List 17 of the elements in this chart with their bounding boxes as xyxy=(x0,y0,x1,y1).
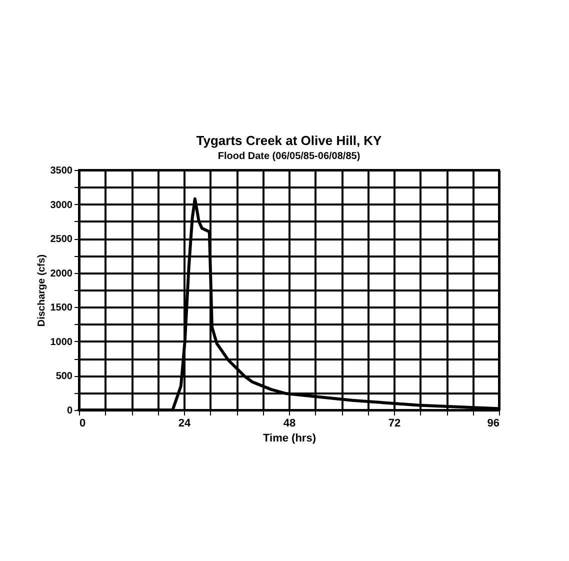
y-tick-label: 2500 xyxy=(50,234,73,246)
y-tick-label: 3500 xyxy=(50,166,73,176)
x-tick-label: 24 xyxy=(178,418,192,430)
y-tick-label: 1500 xyxy=(50,302,73,314)
x-tick-label: 0 xyxy=(80,418,86,430)
y-tick-label: 2000 xyxy=(50,268,73,280)
y-tick-label: 500 xyxy=(56,371,73,382)
y-tick-label: 3000 xyxy=(50,200,73,211)
y-tick-label: 1000 xyxy=(50,336,73,348)
y-axis-title: Discharge (cfs) xyxy=(36,254,48,327)
chart-subtitle: Flood Date (06/05/85-06/08/85) xyxy=(218,151,360,162)
x-tick-label: 48 xyxy=(283,418,296,430)
x-tick-label: 96 xyxy=(487,418,500,430)
chart-title: Tygarts Creek at Olive Hill, KY xyxy=(196,133,382,148)
x-tick-label: 72 xyxy=(388,418,401,430)
x-axis-title: Time (hrs) xyxy=(263,432,316,444)
y-tick-label: 0 xyxy=(66,406,73,416)
